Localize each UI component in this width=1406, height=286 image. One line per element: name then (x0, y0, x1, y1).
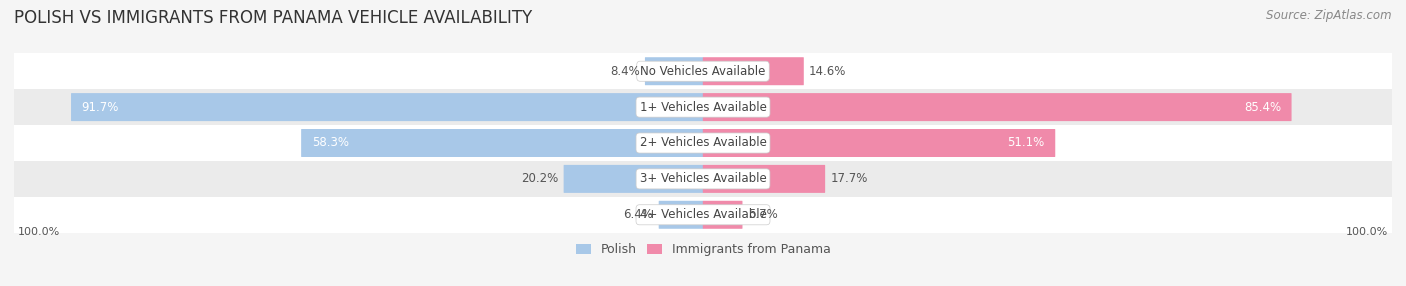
FancyBboxPatch shape (658, 201, 703, 229)
FancyBboxPatch shape (564, 165, 703, 193)
Text: 2+ Vehicles Available: 2+ Vehicles Available (640, 136, 766, 150)
Bar (14, 161, 1392, 197)
Text: 14.6%: 14.6% (808, 65, 846, 78)
Bar (14, 197, 1392, 233)
Text: 17.7%: 17.7% (831, 172, 868, 185)
Text: 58.3%: 58.3% (312, 136, 349, 150)
FancyBboxPatch shape (703, 93, 1292, 121)
Text: 85.4%: 85.4% (1244, 101, 1281, 114)
Text: 4+ Vehicles Available: 4+ Vehicles Available (640, 208, 766, 221)
Text: POLISH VS IMMIGRANTS FROM PANAMA VEHICLE AVAILABILITY: POLISH VS IMMIGRANTS FROM PANAMA VEHICLE… (14, 9, 533, 27)
FancyBboxPatch shape (703, 129, 1056, 157)
FancyBboxPatch shape (703, 201, 742, 229)
FancyBboxPatch shape (72, 93, 703, 121)
Text: 5.7%: 5.7% (748, 208, 778, 221)
FancyBboxPatch shape (703, 57, 804, 85)
Bar (14, 89, 1392, 125)
Text: Source: ZipAtlas.com: Source: ZipAtlas.com (1267, 9, 1392, 21)
Text: 8.4%: 8.4% (610, 65, 640, 78)
Text: 91.7%: 91.7% (82, 101, 120, 114)
FancyBboxPatch shape (301, 129, 703, 157)
Text: 6.4%: 6.4% (623, 208, 654, 221)
Text: 3+ Vehicles Available: 3+ Vehicles Available (640, 172, 766, 185)
FancyBboxPatch shape (645, 57, 703, 85)
Legend: Polish, Immigrants from Panama: Polish, Immigrants from Panama (571, 238, 835, 261)
Text: 100.0%: 100.0% (17, 227, 59, 237)
Text: 100.0%: 100.0% (1347, 227, 1389, 237)
Text: 51.1%: 51.1% (1008, 136, 1045, 150)
Text: 20.2%: 20.2% (522, 172, 558, 185)
Text: 1+ Vehicles Available: 1+ Vehicles Available (640, 101, 766, 114)
Bar (14, 53, 1392, 89)
Text: No Vehicles Available: No Vehicles Available (640, 65, 766, 78)
Bar (14, 125, 1392, 161)
FancyBboxPatch shape (703, 165, 825, 193)
